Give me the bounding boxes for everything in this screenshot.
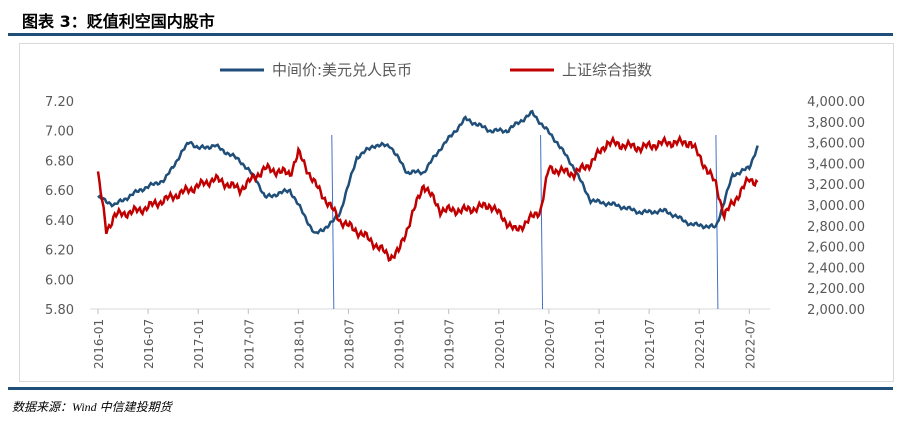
footer-divider [8, 387, 893, 390]
x-tick-label: 2016-07 [142, 319, 156, 369]
y-left-tick-label: 5.80 [45, 303, 74, 318]
y-right-tick-label: 3,000.00 [807, 199, 865, 214]
y-right-tick-label: 3,400.00 [807, 157, 865, 172]
x-tick-label: 2021-01 [593, 319, 607, 369]
x-tick-label: 2017-01 [192, 319, 206, 369]
y-right-tick-label: 3,600.00 [807, 137, 865, 152]
x-tick-label: 2020-01 [493, 319, 507, 369]
y-left-tick-label: 6.40 [45, 214, 74, 229]
x-tick-label: 2017-07 [242, 319, 256, 369]
y-right-tick-label: 4,000.00 [807, 95, 865, 110]
x-tick-label: 2018-07 [343, 319, 357, 369]
y-left-tick-label: 7.20 [45, 95, 74, 110]
source-note: 数据来源：Wind 中信建投期货 [12, 400, 172, 414]
y-right-tick-label: 2,800.00 [807, 220, 865, 235]
legend-label: 中间价:美元兑人民币 [272, 61, 412, 79]
y-left-tick-label: 6.00 [45, 273, 74, 288]
x-tick-label: 2022-07 [743, 319, 757, 369]
chart-title: 图表 3：贬值利空国内股市 [22, 12, 215, 31]
x-tick-label: 2018-01 [292, 319, 306, 369]
y-left-tick-label: 6.20 [45, 244, 74, 259]
x-tick-label: 2019-07 [443, 319, 457, 369]
y-right-tick-label: 2,600.00 [807, 241, 865, 256]
x-tick-label: 2022-01 [693, 319, 707, 369]
y-left-tick-label: 6.80 [45, 154, 74, 169]
y-right-tick-label: 2,200.00 [807, 282, 865, 297]
x-tick-label: 2021-07 [643, 319, 657, 369]
chart-frame [19, 43, 894, 382]
x-tick-label: 2016-01 [92, 319, 106, 369]
x-tick-label: 2020-07 [543, 319, 557, 369]
legend-label: 上证综合指数 [562, 61, 652, 79]
y-left-tick-label: 6.60 [45, 184, 74, 199]
y-right-tick-label: 2,400.00 [807, 261, 865, 276]
y-right-tick-label: 3,200.00 [807, 178, 865, 193]
series-line-usdcny [97, 109, 759, 235]
y-left-tick-label: 7.00 [45, 125, 74, 140]
y-right-tick-label: 3,800.00 [807, 116, 865, 131]
x-tick-label: 2019-01 [393, 319, 407, 369]
vertical-marker [540, 134, 544, 310]
series-line-sse-index [96, 134, 759, 263]
y-right-tick-label: 2,000.00 [807, 303, 865, 318]
title-divider [8, 33, 893, 36]
